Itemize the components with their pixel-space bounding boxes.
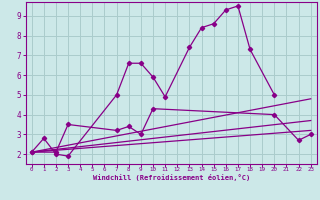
X-axis label: Windchill (Refroidissement éolien,°C): Windchill (Refroidissement éolien,°C) bbox=[92, 174, 250, 181]
